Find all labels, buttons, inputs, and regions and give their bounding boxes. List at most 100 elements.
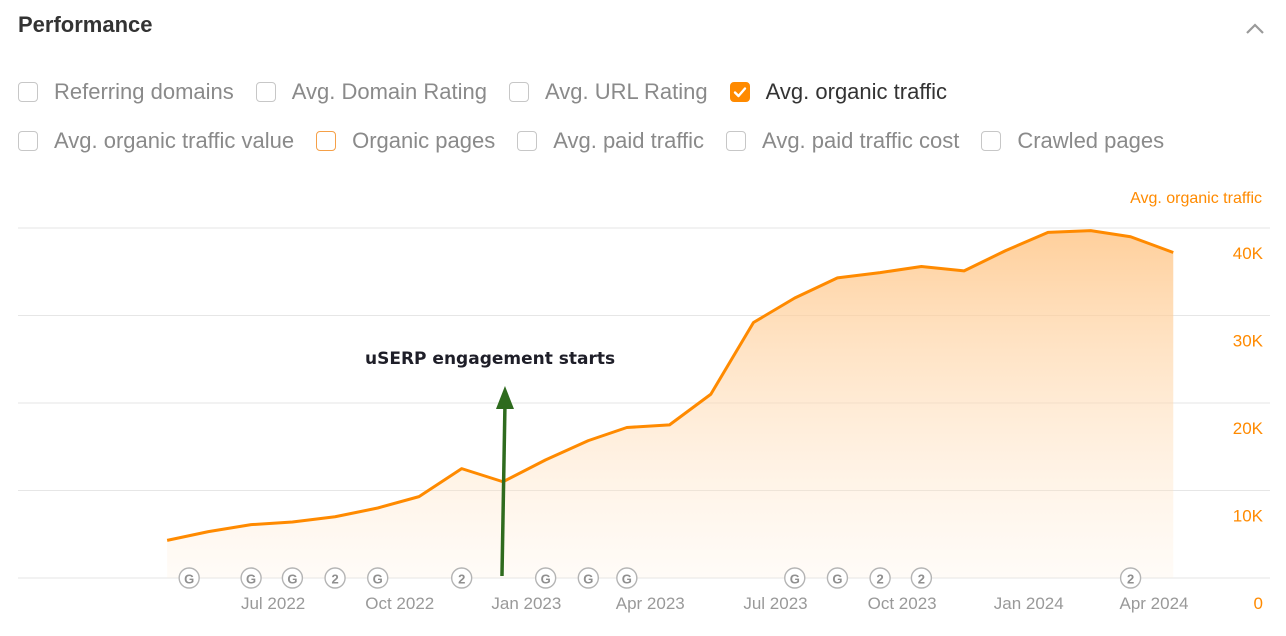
data-point xyxy=(334,515,337,518)
performance-header: Performance xyxy=(18,10,1268,44)
chevron-up-icon xyxy=(1246,23,1264,34)
option-label: Referring domains xyxy=(54,79,234,104)
multiple-updates-marker[interactable] xyxy=(910,567,933,589)
x-tick-label: Jan 2024 xyxy=(994,594,1064,613)
checkbox[interactable] xyxy=(18,131,38,151)
data-point xyxy=(625,426,628,429)
multiple-updates-marker[interactable] xyxy=(450,567,473,589)
x-tick-label: Oct 2023 xyxy=(868,594,937,613)
checkbox[interactable] xyxy=(981,131,1002,151)
collapse-button[interactable] xyxy=(1242,16,1268,42)
google-update-marker[interactable] xyxy=(281,567,304,589)
data-point xyxy=(793,297,796,300)
checkbox[interactable] xyxy=(316,131,337,151)
marker-label: 2 xyxy=(1127,572,1134,587)
annotation-arrow-shaft xyxy=(500,403,507,577)
google-update-marker[interactable] xyxy=(178,567,200,589)
option-organic-pages[interactable]: Organic pages xyxy=(316,128,495,154)
multiple-updates-marker[interactable] xyxy=(324,567,346,589)
annotation-arrow-head xyxy=(495,386,514,409)
marker-label: G xyxy=(541,572,551,587)
data-point xyxy=(879,271,882,274)
y-tick-label: 10K xyxy=(1233,507,1264,526)
marker-label: G xyxy=(373,572,383,587)
marker-label: G xyxy=(832,572,842,587)
y-tick-label: 40K xyxy=(1233,244,1264,263)
marker-label: 2 xyxy=(458,572,465,587)
marker-label: G xyxy=(790,572,800,587)
checkbox[interactable] xyxy=(726,131,747,151)
data-point xyxy=(1089,229,1092,232)
option-crawled-pages[interactable]: Crawled pages xyxy=(981,128,1164,154)
checkmark-icon xyxy=(733,87,746,98)
option-avg-domain-rating[interactable]: Avg. Domain Rating xyxy=(255,79,487,105)
google-update-marker[interactable] xyxy=(826,567,849,589)
series-area xyxy=(167,230,1174,578)
option-label: Crawled pages xyxy=(1017,128,1165,153)
data-point xyxy=(1047,231,1050,234)
multiple-updates-marker[interactable] xyxy=(869,567,891,589)
option-avg-organic-traffic-value[interactable]: Avg. organic traffic value xyxy=(18,128,294,154)
x-tick-label: Jul 2023 xyxy=(743,594,807,613)
marker-label: G xyxy=(184,572,194,587)
y-tick-label: 30K xyxy=(1233,332,1264,351)
checkbox[interactable] xyxy=(729,82,750,102)
google-update-marker[interactable] xyxy=(240,567,262,589)
option-referring-domains[interactable]: Referring domains xyxy=(18,79,234,105)
option-label: Avg. organic traffic value xyxy=(54,128,295,153)
data-point xyxy=(460,467,463,470)
data-point xyxy=(207,530,210,533)
marker-label: 2 xyxy=(331,572,338,587)
y-tick-label: 0 xyxy=(1254,594,1263,613)
option-avg-organic-traffic[interactable]: Avg. organic traffic xyxy=(729,79,948,105)
data-point xyxy=(544,458,547,461)
data-point xyxy=(166,539,169,542)
data-point xyxy=(1172,251,1175,254)
data-point xyxy=(963,269,966,272)
google-update-marker[interactable] xyxy=(367,567,389,589)
option-label: Avg. paid traffic xyxy=(553,128,705,153)
option-label: Avg. organic traffic xyxy=(765,79,948,104)
x-tick-label: Apr 2024 xyxy=(1120,594,1189,613)
data-point xyxy=(1004,249,1007,252)
data-point xyxy=(250,523,253,526)
option-label: Avg. URL Rating xyxy=(545,79,708,104)
google-update-marker[interactable] xyxy=(616,567,638,589)
y-axis-title: Avg. organic traffic xyxy=(1130,190,1262,207)
annotation-text: uSERP engagement starts xyxy=(365,349,615,369)
metric-options-row-2: Avg. organic traffic value Organic pages A… xyxy=(18,128,1278,154)
data-point xyxy=(752,321,755,324)
section-title: Performance xyxy=(18,12,153,37)
metric-options-row-1: Referring domains Avg. Domain Rating Avg. … xyxy=(18,79,1278,105)
data-point xyxy=(418,495,421,498)
x-tick-label: Oct 2022 xyxy=(365,594,434,613)
marker-label: G xyxy=(583,572,593,587)
option-avg-paid-traffic[interactable]: Avg. paid traffic xyxy=(517,128,704,154)
marker-label: G xyxy=(246,572,256,587)
google-update-marker[interactable] xyxy=(784,567,806,589)
x-tick-label: Jul 2022 xyxy=(241,594,305,613)
data-point xyxy=(836,276,839,279)
checkbox[interactable] xyxy=(18,82,38,102)
option-label: Avg. Domain Rating xyxy=(291,79,487,104)
data-point xyxy=(920,265,923,268)
google-update-marker[interactable] xyxy=(577,567,600,589)
checkbox[interactable] xyxy=(517,131,538,151)
multiple-updates-marker[interactable] xyxy=(1119,567,1142,589)
option-avg-url-rating[interactable]: Avg. URL Rating xyxy=(509,79,708,105)
option-avg-paid-traffic-cost[interactable]: Avg. paid traffic cost xyxy=(726,128,959,154)
data-point xyxy=(376,507,379,510)
option-label: Organic pages xyxy=(352,128,496,153)
checkbox[interactable] xyxy=(509,82,529,102)
series-line xyxy=(166,229,1174,542)
marker-label: G xyxy=(622,572,632,587)
marker-label: 2 xyxy=(918,572,925,587)
y-tick-label: 20K xyxy=(1233,419,1264,438)
data-point xyxy=(587,439,590,442)
google-update-marker[interactable] xyxy=(534,567,557,589)
x-tick-label: Apr 2023 xyxy=(616,594,685,613)
data-point xyxy=(1129,235,1132,238)
performance-chart: Avg. organic traffic 0 10K 20K 30K 40K Jul 202… xyxy=(18,190,1270,613)
x-tick-label: Jan 2023 xyxy=(491,594,561,613)
checkbox[interactable] xyxy=(255,82,276,102)
